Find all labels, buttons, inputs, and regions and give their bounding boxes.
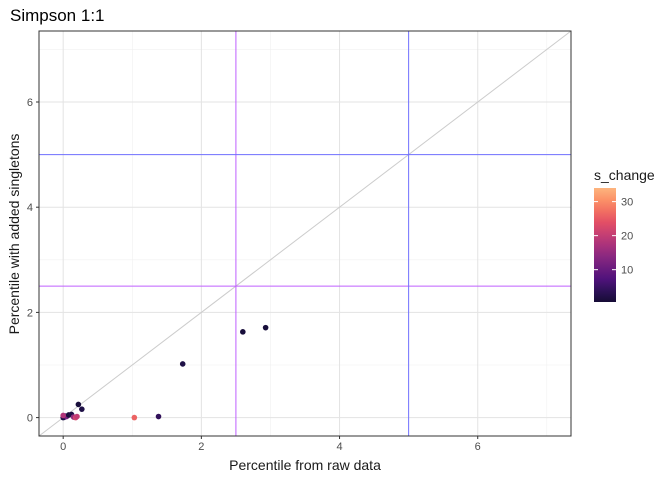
x-axis-title: Percentile from raw data xyxy=(229,457,381,473)
colorbar-label: 30 xyxy=(621,197,633,209)
y-tick-label: 6 xyxy=(27,97,33,109)
data-point xyxy=(155,413,162,420)
y-tick-label: 0 xyxy=(27,413,33,425)
legend: s_change 10 20 30 xyxy=(594,167,655,302)
x-tick-label: 6 xyxy=(475,441,481,453)
x-tick-label: 0 xyxy=(60,441,66,453)
x-tick-label: 2 xyxy=(198,441,204,453)
colorbar xyxy=(594,188,616,302)
y-tick-label: 2 xyxy=(27,307,33,319)
colorbar-label: 10 xyxy=(621,265,633,277)
data-point xyxy=(79,406,85,412)
data-point xyxy=(60,412,66,419)
x-tick-label: 4 xyxy=(336,441,342,453)
data-point xyxy=(262,324,269,331)
data-point xyxy=(131,414,138,421)
y-tick-label: 4 xyxy=(27,202,33,214)
data-point xyxy=(179,361,186,367)
data-point xyxy=(240,329,246,335)
data-point xyxy=(74,413,80,420)
y-axis-title: Percentile with added singletons xyxy=(6,134,22,335)
plot-panel: 0 2 4 6 0 2 4 6 xyxy=(27,30,572,453)
data-point xyxy=(75,401,82,408)
panel-border xyxy=(38,30,572,437)
legend-title: s_change xyxy=(594,167,655,183)
chart-title: Simpson 1:1 xyxy=(10,6,105,25)
colorbar-label: 20 xyxy=(621,231,633,243)
reference-line-identity xyxy=(38,30,572,437)
